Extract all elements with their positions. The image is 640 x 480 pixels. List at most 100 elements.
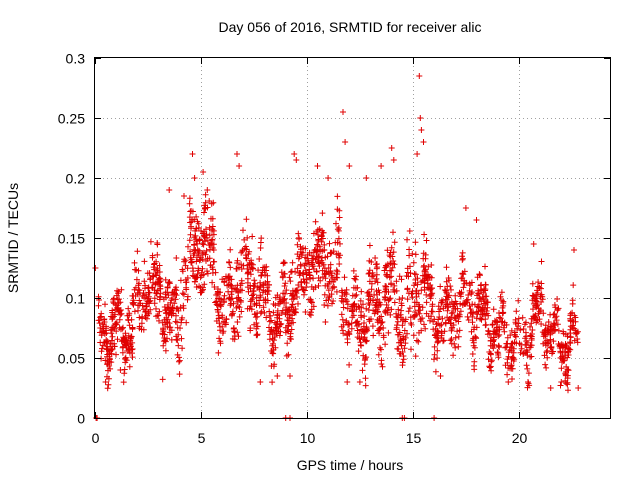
data-point [372, 278, 379, 285]
data-point [109, 333, 116, 340]
data-point [319, 254, 325, 261]
data-point [527, 323, 533, 330]
data-point [100, 342, 106, 349]
x-tick-label: 0 [92, 430, 100, 446]
data-point [471, 358, 478, 365]
data-point [447, 337, 454, 344]
data-point [371, 292, 378, 298]
data-point [199, 265, 206, 272]
data-point [246, 261, 253, 268]
data-point [459, 253, 465, 260]
data-point [464, 299, 471, 306]
data-point [250, 265, 256, 272]
data-point [448, 336, 455, 343]
data-point [366, 242, 373, 249]
data-point [219, 276, 226, 283]
data-point [567, 310, 574, 317]
data-point [454, 328, 461, 335]
data-point [183, 279, 190, 286]
data-point [406, 252, 413, 259]
data-point [383, 301, 390, 308]
data-point [251, 283, 258, 290]
data-point [230, 325, 237, 331]
axis-ticks [95, 58, 610, 419]
data-point [147, 238, 154, 245]
data-point [329, 300, 335, 307]
data-point [312, 284, 319, 291]
data-point [294, 294, 300, 300]
data-point [396, 273, 403, 280]
data-point [567, 317, 574, 324]
data-point [163, 307, 170, 314]
data-point [168, 327, 175, 334]
data-point [300, 276, 307, 283]
data-point [133, 266, 140, 273]
data-point [509, 376, 515, 382]
data-point [398, 302, 405, 309]
data-point [131, 286, 138, 293]
data-point [295, 255, 302, 262]
data-point [136, 314, 143, 321]
data-point [393, 324, 400, 331]
data-point [150, 272, 157, 279]
data-point [513, 308, 520, 315]
data-point [544, 340, 551, 347]
data-point [477, 272, 483, 279]
data-point [500, 324, 507, 331]
data-point [334, 193, 341, 200]
data-point [454, 305, 461, 312]
data-point [280, 296, 287, 303]
data-point [134, 248, 141, 255]
data-point [297, 262, 304, 269]
data-point [204, 255, 211, 262]
data-point [509, 340, 516, 347]
data-point [294, 241, 301, 248]
data-point [388, 244, 395, 251]
data-point [346, 163, 353, 169]
data-point [445, 294, 452, 301]
data-point [344, 301, 351, 308]
x-tick-label: 15 [406, 430, 422, 446]
data-point [387, 253, 394, 260]
data-point [468, 309, 475, 316]
data-point [471, 366, 478, 373]
data-point [251, 277, 258, 284]
data-point [360, 323, 367, 330]
data-point [318, 238, 325, 245]
data-point [358, 288, 365, 295]
data-point [192, 227, 199, 234]
data-point [319, 210, 326, 217]
data-point [520, 326, 527, 332]
data-point [473, 324, 480, 331]
data-point [146, 289, 153, 296]
data-point [188, 225, 194, 232]
data-point [356, 379, 363, 385]
data-point [303, 276, 310, 283]
data-point [404, 285, 411, 292]
data-point [373, 306, 380, 313]
data-point [388, 260, 394, 267]
data-point [249, 292, 255, 299]
data-point [140, 290, 147, 296]
data-point [387, 295, 394, 302]
data-point [413, 287, 420, 294]
data-point [328, 272, 335, 279]
data-point [215, 349, 222, 356]
data-point [184, 275, 191, 281]
data-point [183, 319, 190, 326]
data-point [372, 255, 379, 261]
data-point [555, 327, 562, 334]
data-point [257, 245, 264, 251]
data-point [165, 292, 172, 299]
data-point [462, 205, 469, 211]
data-point [522, 349, 529, 356]
data-point [402, 334, 409, 341]
data-point [113, 321, 119, 328]
data-point [223, 315, 230, 322]
data-point [444, 307, 451, 314]
data-point [112, 306, 119, 313]
data-point [488, 357, 495, 364]
data-point [277, 321, 284, 328]
data-point [548, 326, 555, 333]
data-point [321, 302, 328, 308]
